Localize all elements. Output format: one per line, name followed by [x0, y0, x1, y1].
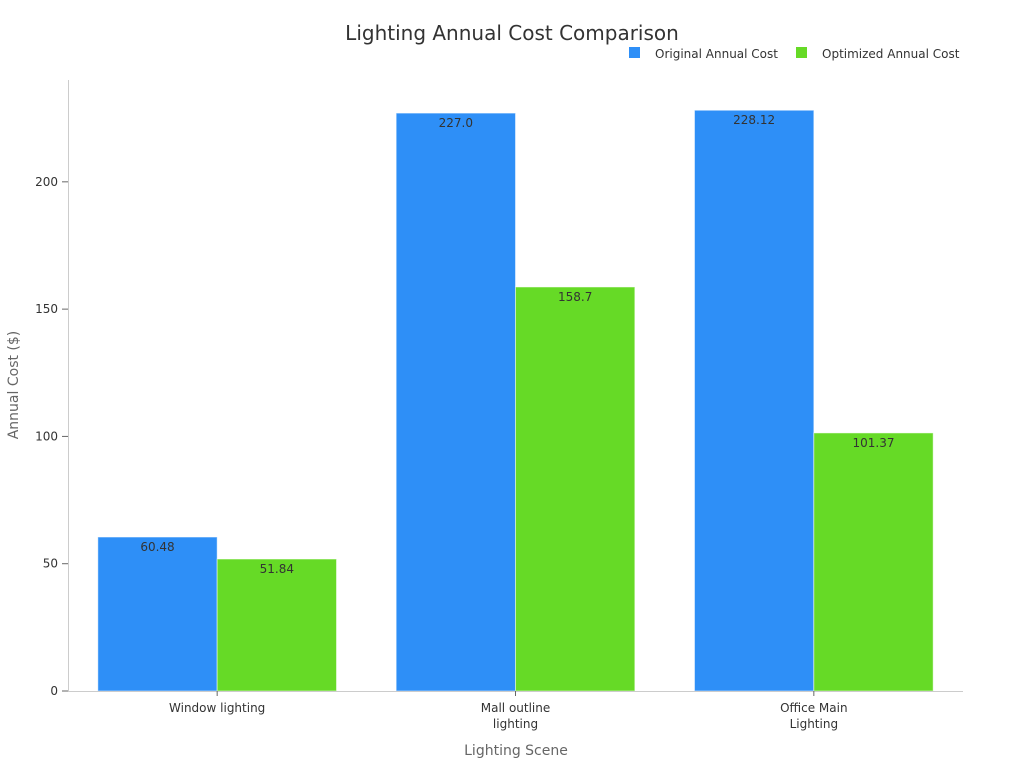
bar-1-1: [515, 286, 636, 692]
y-axis-ticks: 0 50 100 150 200: [35, 175, 68, 698]
x-tick-label: Mall outline lighting: [481, 701, 551, 731]
x-axis-label: Lighting Scene: [464, 743, 568, 759]
data-label: 60.48: [140, 540, 174, 554]
y-tick-label: 150: [35, 302, 58, 316]
y-axis-label: Annual Cost ($): [6, 331, 22, 440]
bar-1-0: [216, 558, 338, 692]
legend-swatch: [796, 47, 807, 58]
data-label: 101.37: [853, 436, 895, 450]
data-labels: 60.48 227.0 228.12 51.84 158.7 101.37: [140, 113, 894, 576]
data-label: 227.0: [439, 116, 473, 130]
bar-0-0: [97, 536, 218, 692]
legend-item-label: Original Annual Cost: [655, 47, 778, 61]
x-axis-ticks: Window lighting Mall outline lighting Offic…: [169, 691, 848, 731]
data-label: 228.12: [733, 113, 775, 127]
x-tick-label: Window lighting: [169, 701, 265, 715]
y-tick-label: 100: [35, 429, 58, 443]
bar-1-2: [813, 432, 934, 692]
data-label: 158.7: [558, 290, 592, 304]
y-tick-label: 0: [50, 684, 58, 698]
legend-item-label: Optimized Annual Cost: [822, 47, 960, 61]
y-tick-label: 200: [35, 175, 58, 189]
x-tick-label: Office Main Lighting: [780, 701, 848, 731]
legend-swatch: [629, 47, 640, 58]
legend: Original Annual Cost Optimized Annual Cos…: [629, 47, 960, 61]
bar-0-1: [395, 112, 516, 692]
bars: [97, 109, 934, 692]
data-label: 51.84: [260, 562, 294, 576]
chart-title: Lighting Annual Cost Comparison: [345, 21, 679, 45]
bar-0-2: [694, 109, 815, 692]
y-tick-label: 50: [43, 557, 58, 571]
